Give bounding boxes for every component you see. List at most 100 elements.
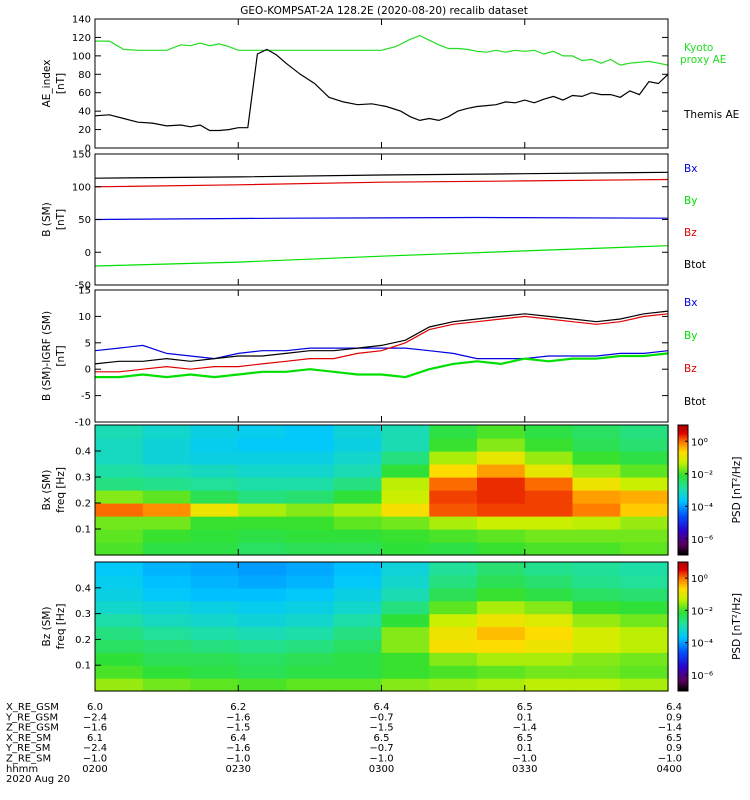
spec-bx-cell	[286, 451, 335, 465]
spec-bz-colorbar-step	[678, 643, 688, 647]
spec-bx-cell	[429, 464, 478, 478]
spec-bx-cell	[381, 503, 430, 517]
ephemeris-value: 0200	[82, 764, 107, 775]
spec-bx-colorbar-step	[678, 477, 688, 480]
spec-bx-cell	[142, 425, 192, 439]
ephemeris-value: −1.0	[513, 754, 537, 765]
spec-bz-colorbar-step	[678, 648, 688, 651]
spec-bx-cell	[333, 516, 383, 530]
spec-bz-ytick-label: 0.4	[75, 583, 91, 594]
ephemeris-value: −2.4	[83, 712, 107, 723]
spec-bx-cell	[142, 464, 192, 478]
spec-bx-colorbar-step	[678, 503, 688, 506]
ae-ytick-label: 20	[78, 125, 91, 136]
spec-bx-colorbar-step	[678, 516, 688, 519]
spec-bx-cell	[190, 542, 239, 556]
spec-bx-cell	[524, 490, 574, 504]
spec-bz-cell	[190, 665, 239, 679]
spec-bx-colorbar-step	[678, 431, 688, 435]
spec-bx-ylabel: Bx (SM)	[41, 470, 53, 511]
spec-bx-colorbar-step	[678, 544, 688, 547]
spec-bx-colorbar-step	[678, 518, 688, 521]
bsm-series-btot	[94, 171, 669, 179]
spec-bx-cell	[286, 529, 335, 543]
spec-bx-cell	[95, 542, 144, 556]
spec-bz-cell	[190, 639, 239, 653]
spec-bx-colorbar-step	[678, 474, 688, 478]
spec-bx-cell	[620, 503, 669, 517]
spec-bz-colorbar-frame	[677, 561, 689, 692]
spec-bz-colorbar-step	[678, 596, 688, 599]
spec-bz-cell	[142, 678, 192, 692]
spec-bx-colorbar-tick-label: 10⁻⁴	[691, 502, 713, 513]
spec-bx-colorbar-step	[678, 533, 688, 536]
spec-bz-cell	[238, 562, 287, 576]
ephemeris-row-label: Z_RE_SM	[6, 754, 51, 765]
legend-themis: Themis AE	[683, 109, 739, 121]
ephemeris-value: −0.7	[369, 743, 393, 754]
spec-bz-colorbar-step	[678, 562, 688, 565]
spec-bz-cell	[190, 600, 239, 615]
spec-bz-colorbar-step	[678, 605, 688, 608]
ephemeris-value: −1.6	[83, 723, 107, 734]
ephemeris-value: 0.1	[517, 712, 533, 723]
spec-bx-cell	[572, 516, 621, 530]
spec-bz-ytick-label: 0.1	[75, 661, 91, 672]
spec-bx-colorbar-step	[678, 485, 688, 489]
spec-bx-cell	[477, 464, 526, 478]
spec-bx-cell	[381, 451, 430, 465]
ephemeris-row-label: hhmm	[6, 764, 38, 775]
spec-bx-cell	[572, 490, 621, 504]
spec-bz-cell	[286, 678, 335, 692]
spec-bx-cell	[333, 438, 383, 452]
spec-bx-colorbar-step	[678, 511, 688, 515]
ae-ytick-label: 40	[78, 107, 91, 118]
spec-bx-colorbar-step	[678, 498, 688, 502]
spec-bz-cell	[190, 562, 239, 576]
digrf-legend-bx: Bx	[684, 297, 697, 309]
digrf-series-bz	[95, 313, 669, 373]
spec-bz-colorbar-step	[678, 600, 688, 604]
spec-bz-cell	[524, 613, 574, 628]
spec-bz-colorbar-step	[678, 667, 688, 670]
spec-bx-cell	[190, 529, 239, 543]
digrf-series-btot	[94, 310, 669, 365]
spec-bz-cell	[429, 652, 478, 666]
spec-bx-ytick-label: 0.2	[75, 499, 91, 510]
spec-bx-colorbar-step	[678, 479, 688, 482]
spec-bx-colorbar-step	[678, 490, 688, 493]
spec-bz-cell	[333, 562, 383, 576]
spec-bx-colorbar-step	[678, 472, 688, 476]
ae-ytick-label: 100	[72, 51, 91, 62]
ephemeris-row-label: Z_RE_GSM	[6, 723, 59, 734]
spec-bz-cell	[95, 600, 144, 615]
ae-ylabel: AE_index	[41, 60, 53, 108]
spec-bx-colorbar-step	[678, 522, 688, 526]
spec-bz-colorbar-step	[678, 613, 688, 617]
ae-ytick-label: 120	[72, 33, 91, 44]
spec-bx-cell	[620, 477, 669, 491]
spec-bz-cell	[477, 587, 526, 602]
spec-bz-cell	[620, 626, 669, 640]
spec-bz-cell	[620, 574, 669, 589]
spec-bz-colorbar-step	[678, 673, 688, 677]
ephemeris-value: −1.5	[369, 723, 393, 734]
spec-bx-cell	[524, 503, 574, 517]
spec-bx-colorbar-step	[678, 552, 688, 556]
bsm-ylabel: B (SM)	[41, 202, 53, 236]
spec-bz-cell	[381, 678, 430, 692]
spec-bz-cell	[429, 600, 478, 615]
spec-bz-colorbar-step	[678, 581, 688, 584]
ephemeris-value: 6.4	[374, 702, 390, 713]
spec-bx-cell	[286, 464, 335, 478]
spec-bz-cell	[572, 665, 621, 679]
spec-bz-cell	[286, 665, 335, 679]
spec-bz-cell	[429, 639, 478, 653]
spec-bx-cell	[524, 464, 574, 478]
ephemeris-value: 0230	[226, 764, 251, 775]
spec-bz-colorbar-step	[678, 628, 688, 632]
spec-bx-cell	[572, 477, 621, 491]
spec-bx-colorbar-step	[678, 438, 688, 441]
spec-bz-colorbar-step	[678, 658, 688, 662]
spec-bx-cell	[429, 451, 478, 465]
